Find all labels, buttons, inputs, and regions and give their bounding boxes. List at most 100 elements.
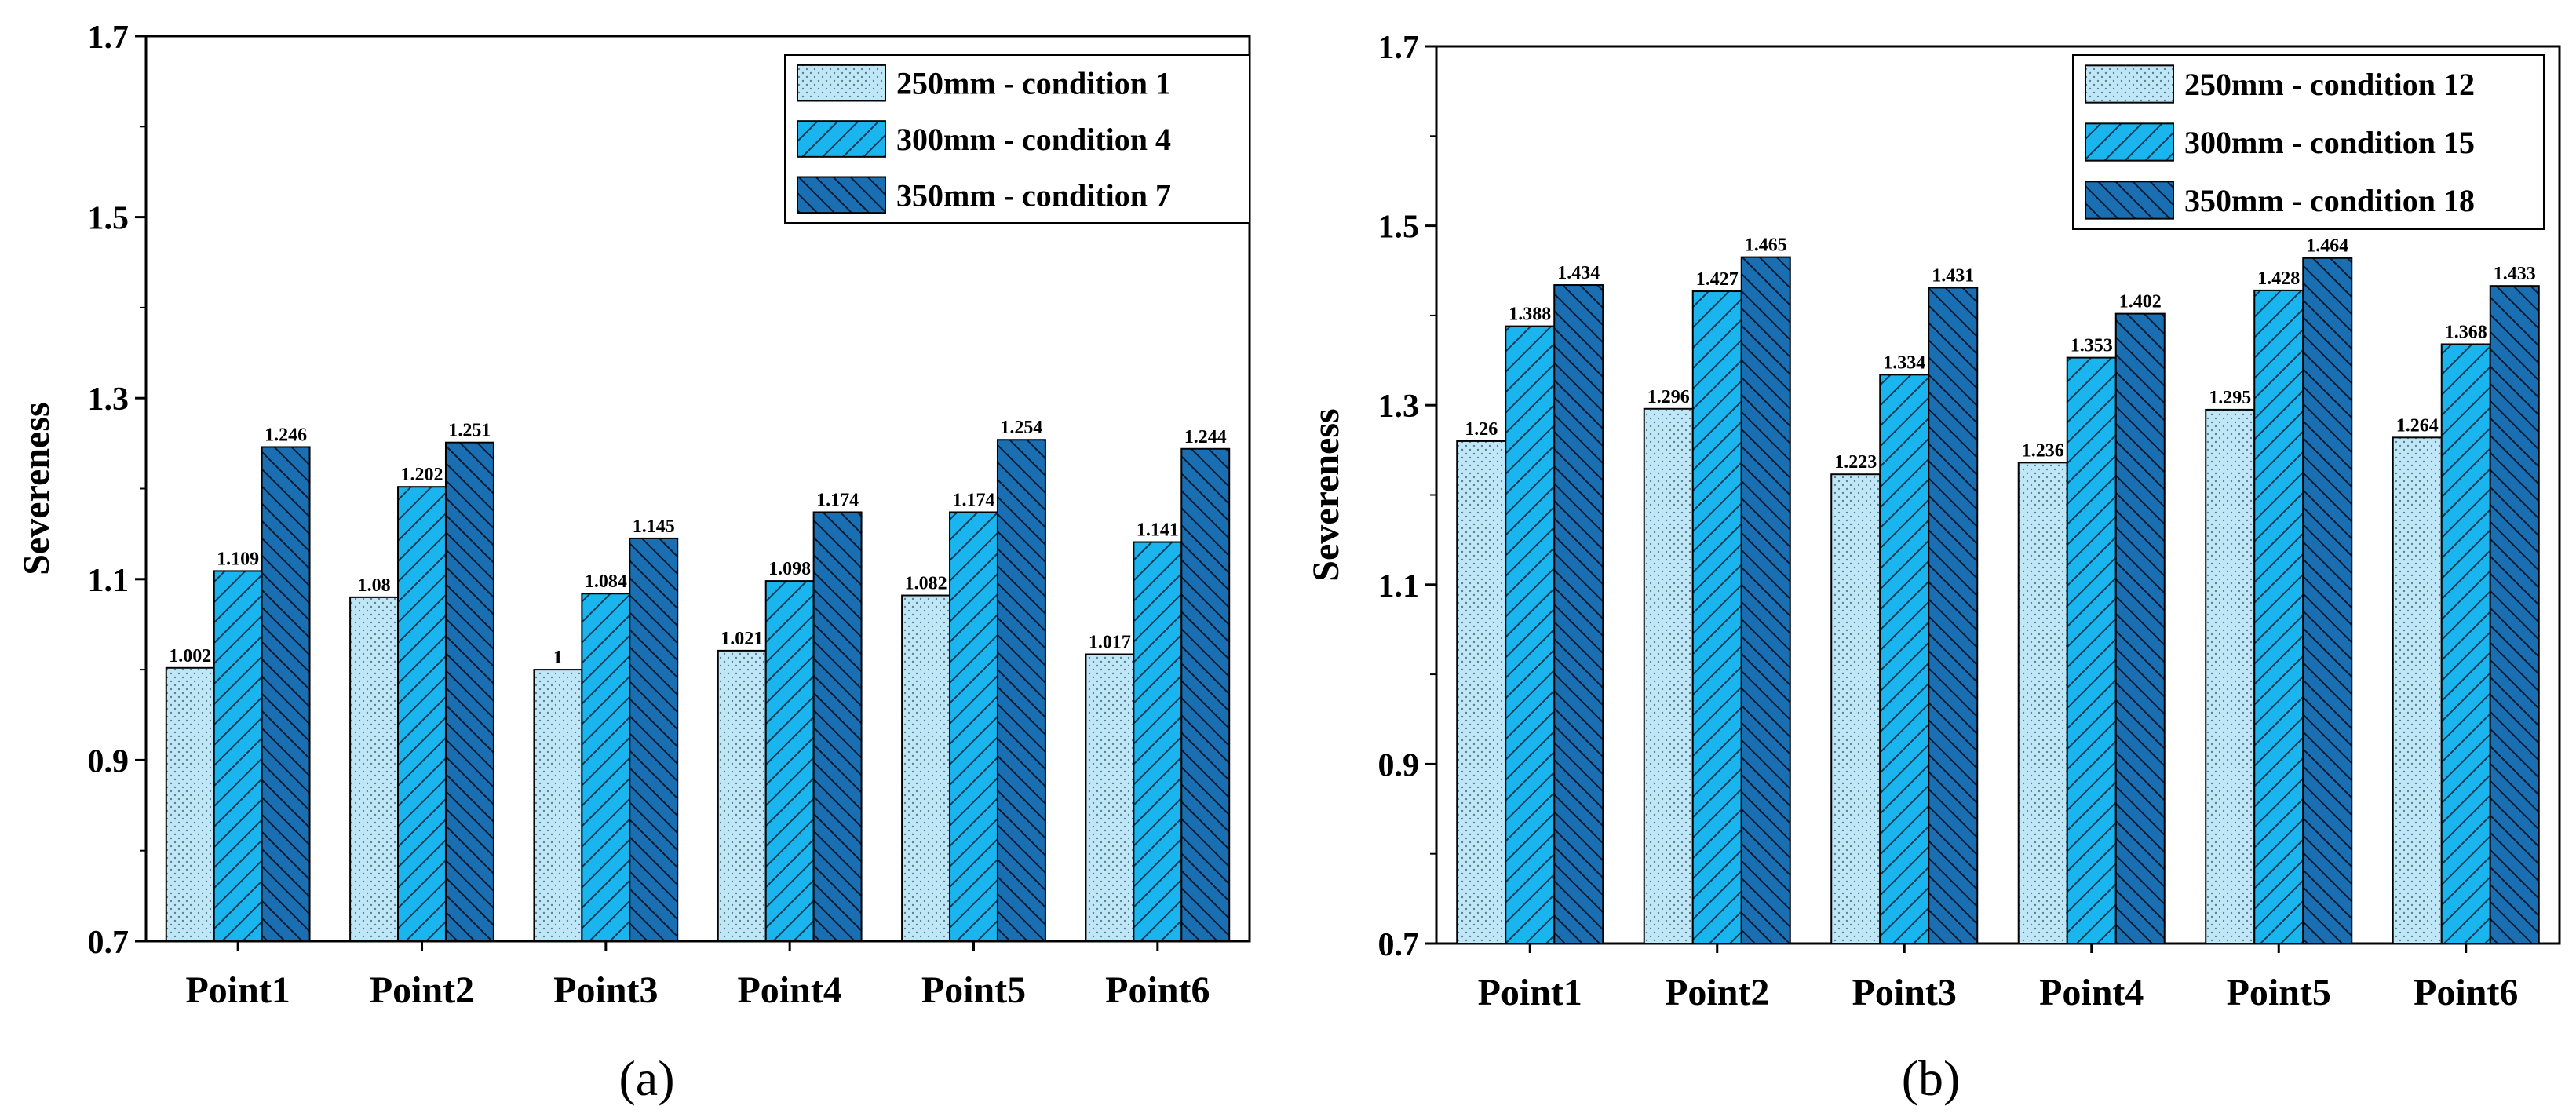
data-label: 1.402 — [2119, 292, 2162, 312]
x-tick-label: Point1 — [1478, 972, 1582, 1013]
data-label: 1.021 — [721, 629, 763, 649]
bar-3-point3 — [1928, 287, 1979, 945]
bar-1-point6 — [1085, 653, 1135, 943]
bar-3-point3 — [629, 537, 679, 942]
data-label: 1.388 — [1509, 305, 1551, 325]
chart-panel-b: 0.7 0.9 1.1 1.3 1.5 1.7 Severeness 1.26 1.388 1.4… — [1305, 30, 2561, 1106]
y-tick-label: 1.3 — [1378, 389, 1420, 425]
legend-label: 250mm - condition 12 — [2184, 67, 2475, 102]
bar-3-point5 — [2302, 257, 2353, 944]
y-tick-label: 1.1 — [1378, 568, 1420, 604]
legend-label: 300mm - condition 4 — [896, 122, 1171, 157]
legend-swatch-3 — [797, 176, 886, 214]
legend: 250mm - condition 1 300mm - condition 4 35… — [784, 54, 1250, 224]
data-label: 1.431 — [1932, 265, 1974, 286]
bar-1-point4 — [717, 649, 767, 943]
data-label: 1.244 — [1184, 427, 1227, 447]
data-label: 1.084 — [585, 571, 627, 592]
data-label: 1.264 — [2396, 415, 2439, 436]
bar-1-point1 — [1456, 440, 1507, 944]
y-tick-label: 0.7 — [1378, 927, 1420, 963]
data-label: 1 — [553, 648, 563, 668]
data-label: 1.098 — [768, 559, 811, 579]
bar-3-point1 — [261, 446, 311, 942]
bar-2-point6 — [2440, 343, 2491, 944]
bar-1-point5 — [901, 594, 951, 943]
data-label: 1.08 — [358, 575, 391, 596]
bar-1-point3 — [533, 669, 583, 942]
data-label: 1.434 — [1557, 263, 1600, 283]
data-label: 1.236 — [2022, 440, 2064, 461]
x-tick-label: Point4 — [737, 969, 841, 1011]
data-label: 1.368 — [2445, 322, 2487, 342]
x-tick-label: Point6 — [2414, 972, 2518, 1013]
y-tick-label: 0.9 — [88, 743, 130, 779]
data-label: 1.145 — [633, 517, 675, 537]
y-tick-label: 1.5 — [88, 201, 130, 237]
data-label: 1.141 — [1137, 520, 1179, 541]
x-tick-label: Point2 — [370, 969, 474, 1011]
y-tick-label: 0.7 — [88, 925, 130, 961]
data-label: 1.202 — [401, 465, 443, 485]
data-label: 1.427 — [1696, 269, 1739, 290]
bar-3-point1 — [1553, 284, 1604, 944]
data-label: 1.109 — [217, 549, 259, 569]
bar-2-point5 — [2253, 289, 2304, 944]
legend-label: 350mm - condition 18 — [2184, 183, 2475, 218]
bar-2-point2 — [397, 486, 447, 942]
y-axis-label: Severeness — [1305, 408, 1347, 581]
bar-2-point1 — [213, 570, 263, 942]
data-label: 1.296 — [1647, 387, 1690, 407]
x-tick-label: Point5 — [921, 969, 1026, 1011]
legend: 250mm - condition 12 300mm - condition 15… — [2072, 54, 2545, 230]
bar-2-point2 — [1691, 290, 1742, 944]
y-tick-label: 1.1 — [88, 563, 130, 599]
bar-1-point5 — [2205, 408, 2256, 944]
bar-2-point3 — [581, 593, 631, 942]
data-label: 1.428 — [2257, 268, 2300, 289]
data-label: 1.174 — [816, 490, 859, 510]
x-tick-label: Point5 — [2227, 972, 2331, 1013]
legend-label: 250mm - condition 1 — [896, 66, 1171, 101]
legend-label: 300mm - condition 15 — [2184, 125, 2475, 160]
data-label: 1.26 — [1465, 419, 1498, 440]
bar-2-point5 — [949, 511, 998, 942]
x-tick-label: Point3 — [1852, 972, 1957, 1013]
y-tick-label: 1.5 — [1378, 210, 1420, 246]
x-tick-label: Point4 — [2039, 972, 2144, 1013]
bar-3-point6 — [1180, 447, 1231, 942]
x-tick-label: Point3 — [553, 969, 658, 1011]
bar-3-point5 — [996, 439, 1046, 942]
data-label: 1.174 — [953, 490, 995, 510]
bar-3-point6 — [2489, 285, 2540, 944]
bar-3-point4 — [2114, 312, 2166, 944]
legend-label: 350mm - condition 7 — [896, 177, 1171, 213]
data-label: 1.082 — [905, 574, 947, 594]
data-label: 1.295 — [2209, 388, 2251, 408]
y-axis-label: Severeness — [16, 402, 57, 575]
panel-label: (a) — [618, 1050, 674, 1106]
panel-label: (b) — [1902, 1050, 1961, 1106]
data-label: 1.353 — [2071, 336, 2113, 356]
bar-2-point3 — [1879, 374, 1930, 944]
data-label: 1.002 — [169, 646, 211, 666]
data-label: 1.464 — [2306, 236, 2348, 257]
x-tick-label: Point2 — [1665, 972, 1769, 1013]
chart-panel-a: 0.7 0.9 1.1 1.3 1.5 1.7 Severeness 1.002 1.109 1.… — [16, 20, 1251, 1106]
chart-panels: 0.7 0.9 1.1 1.3 1.5 1.7 Severeness 1.002 1.109 1.… — [16, 20, 2561, 1106]
x-tick-label: Point1 — [185, 969, 290, 1011]
data-label: 1.251 — [448, 421, 491, 441]
data-label: 1.246 — [265, 425, 307, 445]
legend-swatch-3 — [2085, 181, 2174, 220]
bar-2-point1 — [1505, 325, 1556, 944]
bar-2-point4 — [2066, 356, 2117, 945]
data-label: 1.433 — [2494, 264, 2536, 284]
data-label: 1.223 — [1834, 452, 1877, 473]
legend-swatch-1 — [2085, 64, 2174, 104]
bar-2-point6 — [1133, 541, 1183, 942]
bar-3-point2 — [444, 441, 494, 942]
bar-1-point2 — [1643, 407, 1694, 944]
bar-3-point4 — [812, 511, 863, 942]
y-tick-label: 1.7 — [88, 20, 130, 56]
